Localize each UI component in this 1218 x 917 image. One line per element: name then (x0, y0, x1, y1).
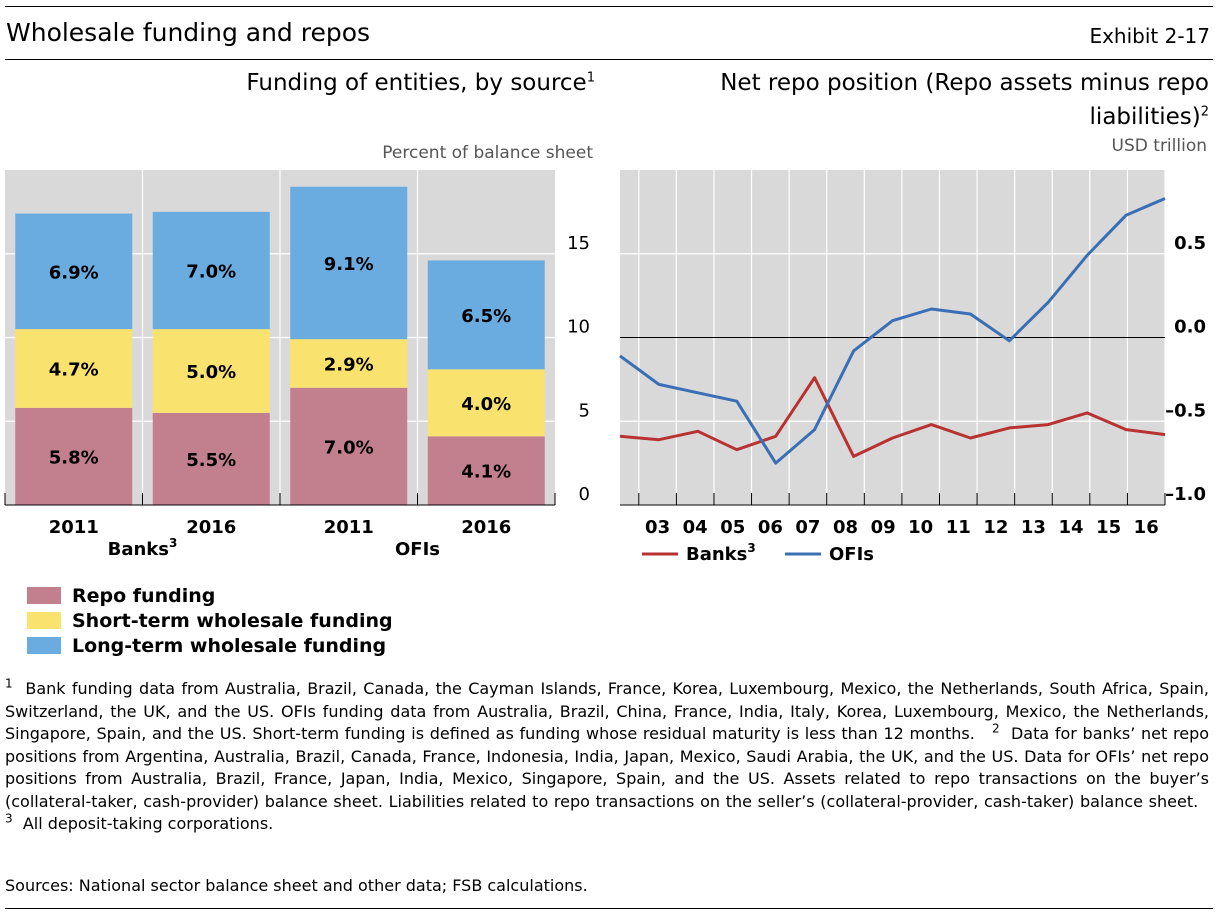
x-tick-label: 11 (946, 517, 971, 538)
bar-data-label: 5.0% (186, 362, 236, 383)
bar-segment-long-term (15, 213, 133, 330)
funding-bar-chart: 0 5 10 15 5.8% 4.7% 6.9% 2011 5.5% 5.0% 7.0% 2016 7.… (4, 170, 590, 560)
x-tick-label: 06 (758, 517, 783, 538)
series-line-banks (619, 376, 1166, 458)
group-label: OFIs (395, 539, 440, 560)
y-tick-label: 10 (567, 317, 590, 338)
x-tick-label: 16 (1134, 517, 1159, 538)
bar-segment-long-term (427, 260, 545, 370)
bar-segment-short-term (152, 329, 270, 413)
bar-segment-repo (290, 387, 408, 505)
legend-item-repo: Repo funding (27, 583, 393, 608)
x-tick-label: 05 (720, 517, 745, 538)
left-panel-unit: Percent of balance sheet (382, 143, 593, 163)
x-tick-label: 13 (1021, 517, 1046, 538)
x-tick-label: 12 (983, 517, 1008, 538)
bar-data-label: 7.0% (186, 262, 236, 283)
group-label: Banks3 (108, 536, 178, 560)
footnote-1-mark: 1 (5, 676, 13, 691)
x-tick-label: 2011 (324, 517, 374, 538)
y-tick-label: 0 (579, 484, 590, 505)
x-tick-label: 2016 (186, 517, 236, 538)
bar-segment-short-term (15, 329, 133, 408)
bar-segment-short-term (290, 339, 408, 388)
footnote-3-mark: 3 (5, 811, 13, 826)
y-tick-label: –1.0 (1165, 484, 1206, 505)
bar-data-label: 2.9% (324, 354, 374, 375)
y-tick-label: 0.0 (1174, 317, 1206, 338)
legend-swatch-repo (27, 587, 61, 604)
sources: Sources: National sector balance sheet a… (5, 876, 588, 895)
legend-item-short-term: Short-term wholesale funding (27, 608, 393, 633)
bar-data-label: 4.1% (461, 462, 511, 483)
net-repo-line-chart: –1.0 –0.5 0.0 0.5 03 04 05 06 07 08 09 10 11 12 13 14 15… (619, 170, 1206, 565)
legend-label-banks: Banks3 (686, 541, 756, 565)
x-tick-label: 08 (833, 517, 858, 538)
top-rule (5, 6, 1213, 7)
bar-data-label: 5.8% (49, 447, 99, 468)
x-tick-label: 07 (795, 517, 820, 538)
bar-segment-long-term (152, 211, 270, 330)
y-tick-label: –0.5 (1165, 400, 1206, 421)
legend-swatch-long-term (27, 637, 61, 654)
left-panel-title: Funding of entities, by source1 (246, 70, 595, 96)
bar-data-label: 7.0% (324, 437, 374, 458)
bar-segment-repo (152, 412, 270, 505)
legend-swatch-short-term (27, 612, 61, 629)
x-tick-label: 03 (645, 517, 670, 538)
exhibit-title: Wholesale funding and repos (6, 18, 371, 47)
bar-data-label: 9.1% (324, 254, 374, 275)
bar-segment-repo (15, 407, 133, 505)
footnote-3: All deposit-taking corporations. (22, 814, 274, 833)
x-tick-label: 2011 (49, 517, 99, 538)
x-tick-label: 2016 (461, 517, 511, 538)
footnote-1: Bank funding data from Australia, Brazil… (5, 679, 1210, 743)
x-tick-label: 15 (1096, 517, 1121, 538)
legend-item-long-term: Long-term wholesale funding (27, 633, 393, 658)
y-tick-label: 0.5 (1174, 233, 1206, 254)
y-tick-label: 15 (567, 233, 590, 254)
bar-data-label: 4.0% (461, 394, 511, 415)
legend-label-ofis: OFIs (829, 544, 874, 565)
bar-data-label: 5.5% (186, 450, 236, 471)
series-line-ofis (619, 197, 1166, 465)
footnotes: 1 Bank funding data from Australia, Braz… (5, 678, 1209, 836)
bottom-rule (5, 908, 1213, 909)
bar-data-label: 6.5% (461, 306, 511, 327)
bar-data-label: 4.7% (49, 359, 99, 380)
bar-data-label: 6.9% (49, 262, 99, 283)
header-rule (5, 59, 1213, 60)
footnote-2-mark: 2 (991, 721, 1000, 736)
y-tick-label: 5 (579, 400, 590, 421)
bar-segment-repo (427, 436, 545, 505)
x-tick-label: 04 (683, 517, 708, 538)
right-panel-unit: USD trillion (1111, 136, 1207, 156)
bar-segment-short-term (427, 369, 545, 437)
x-tick-label: 14 (1059, 517, 1084, 538)
bar-segment-long-term (290, 186, 408, 340)
exhibit-number: Exhibit 2-17 (1089, 24, 1210, 48)
x-tick-label: 09 (871, 517, 896, 538)
right-panel-title: Net repo position (Repo assets minus rep… (720, 70, 1209, 130)
footnote-2: Data for banks’ net repo positions from … (5, 724, 1210, 811)
funding-legend: Repo funding Short-term wholesale fundin… (27, 583, 393, 658)
x-tick-label: 10 (908, 517, 933, 538)
